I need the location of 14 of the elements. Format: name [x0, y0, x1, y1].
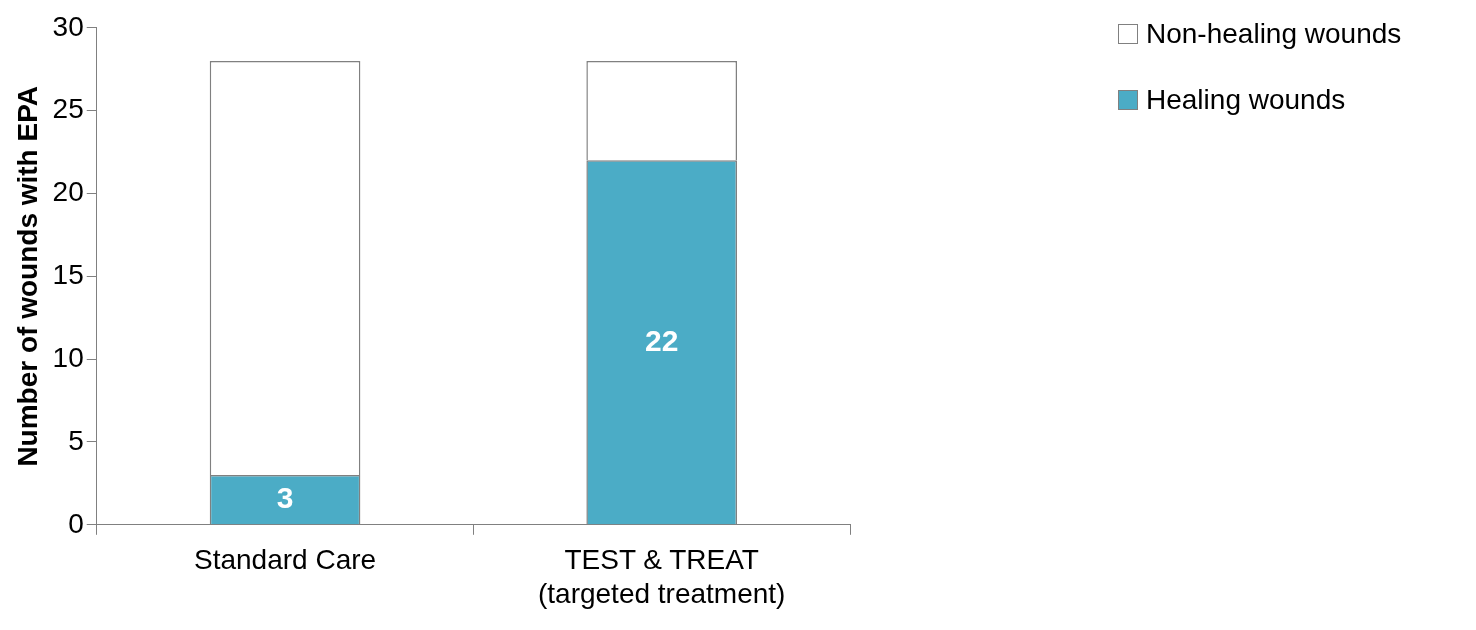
x-tick-label: TEST & TREAT (targeted treatment) — [537, 544, 786, 609]
legend-label: Healing wounds — [1146, 84, 1346, 116]
y-tick-label: 10 — [52, 341, 84, 373]
x-tick-label: Standard Care — [194, 544, 377, 576]
y-tick-label: 0 — [68, 507, 84, 539]
y-tick-label: 25 — [52, 93, 84, 125]
data-label: 22 — [645, 323, 679, 357]
y-tick-label: 15 — [52, 259, 84, 291]
text: Non-healing wounds — [1146, 18, 1402, 50]
y-tick-label: 5 — [68, 424, 84, 456]
y-axis-title: Number of wounds with EPA — [11, 86, 43, 467]
y-tick-label: 20 — [52, 176, 84, 208]
y-tick-label: 30 — [52, 10, 84, 42]
data-label: 3 — [276, 480, 294, 514]
